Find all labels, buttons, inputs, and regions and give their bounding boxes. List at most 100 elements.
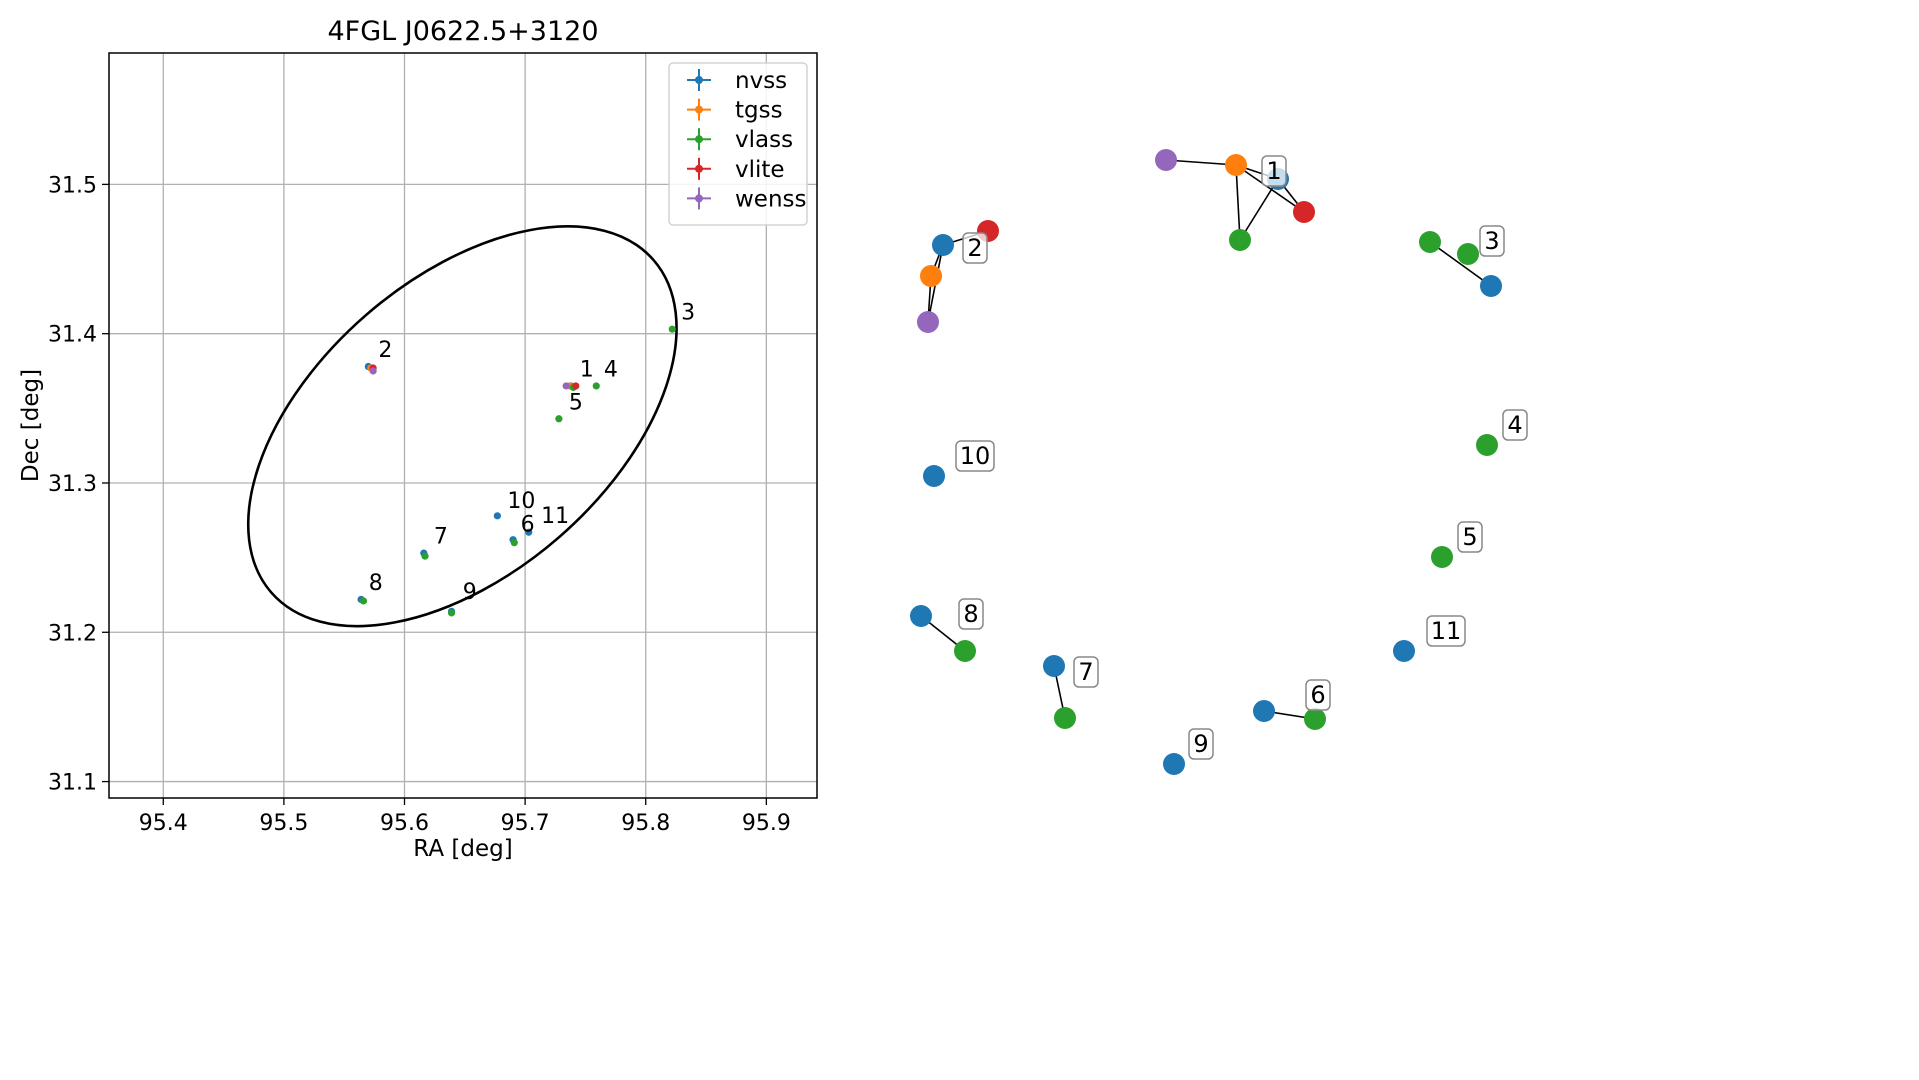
network-edge [1235, 164, 1241, 241]
network-edge [1165, 159, 1237, 166]
legend-marker-dot [695, 164, 703, 173]
vlass-node [1229, 229, 1251, 251]
network-label-text: 5 [1462, 523, 1477, 551]
source-label: 6 [521, 513, 535, 538]
y-tick-label: 31.3 [48, 472, 97, 497]
network-label-text: 9 [1193, 730, 1208, 758]
x-tick-label: 95.8 [621, 811, 670, 836]
network-label-text: 2 [967, 234, 982, 262]
tgss-node [920, 265, 942, 287]
network-label: 2 [962, 232, 988, 264]
network-label-text: 10 [960, 442, 991, 470]
x-tick-label: 95.5 [259, 811, 308, 836]
legend: nvss tgss vlass vlite wenss [668, 62, 808, 226]
network-label: 8 [958, 598, 984, 630]
nvss-node [1393, 640, 1415, 662]
legend-entry: vlite [687, 157, 785, 183]
y-tick-label: 31.5 [48, 173, 97, 198]
y-tick-label: 31.4 [48, 323, 97, 348]
network-label-box [1188, 728, 1214, 760]
source-label: 5 [569, 390, 583, 415]
legend-marker-dot [695, 76, 703, 84]
source-label: 8 [369, 571, 383, 596]
vlass-point [359, 597, 368, 605]
nvss-node [932, 234, 954, 256]
network-labels: 1 2 3 4 5 6 7 8 9 10 11 [955, 155, 1528, 760]
network-label-box [1457, 521, 1483, 553]
network-nodes [910, 149, 1502, 775]
vlass-point [592, 382, 600, 390]
network-label: 6 [1305, 679, 1331, 711]
vlite-point [572, 382, 580, 390]
vlass-point [447, 609, 456, 617]
wenss-point [369, 367, 377, 375]
source-label: 11 [541, 504, 569, 529]
legend-entry: vlass [687, 127, 793, 153]
network-label-text: 7 [1078, 658, 1093, 686]
source-label: 2 [378, 338, 392, 363]
network-label-text: 1 [1266, 157, 1281, 185]
legend-marker-dot [695, 135, 703, 144]
network-label-box [1502, 409, 1528, 441]
source-label: 3 [681, 301, 695, 326]
error-ellipse-layer [246, 225, 678, 628]
network-label: 7 [1073, 656, 1099, 688]
plot-frame [108, 52, 818, 799]
network-label-box [958, 598, 984, 630]
nvss-node [1163, 753, 1185, 775]
nvss-node [923, 465, 945, 487]
error-ellipse [246, 225, 678, 628]
vlite-node [1293, 201, 1315, 223]
network-label-box [962, 232, 988, 264]
network-graph: 1 2 3 4 5 6 7 8 9 10 11 [910, 149, 1528, 775]
vlass-point [555, 415, 563, 423]
legend-label: wenss [735, 186, 807, 212]
network-label: 10 [955, 440, 995, 472]
network-label: 1 [1261, 155, 1287, 187]
network-label-box [1261, 155, 1287, 187]
y-axis-ticks: 31.1 31.2 31.3 31.4 31.5 [48, 173, 109, 796]
network-label-box [1479, 225, 1505, 257]
source-label: 1 [580, 357, 594, 382]
network-edge [1239, 178, 1279, 241]
nvss-point [525, 528, 533, 536]
y-axis-title: Dec [deg] [18, 369, 44, 482]
network-label-box [1073, 656, 1099, 688]
legend-label: tgss [735, 98, 783, 124]
network-label-text: 6 [1310, 681, 1325, 709]
wenss-node [917, 311, 939, 333]
wenss-node [1155, 149, 1177, 171]
source-label: 9 [463, 580, 477, 605]
x-tick-label: 95.9 [742, 811, 791, 836]
legend-entry: tgss [687, 98, 783, 124]
wenss-point [562, 382, 570, 390]
vlass-node [1304, 708, 1326, 730]
tgss-node [1225, 154, 1247, 176]
network-label: 5 [1457, 521, 1483, 553]
legend-label: vlass [735, 127, 793, 153]
x-axis-title: RA [deg] [413, 836, 512, 862]
legend-label: vlite [735, 157, 785, 183]
nvss-node [1043, 655, 1065, 677]
source-label: 4 [604, 357, 618, 382]
legend-entry: wenss [687, 186, 807, 212]
x-tick-label: 95.6 [380, 811, 429, 836]
source-label: 7 [434, 525, 448, 550]
nvss-node [1480, 275, 1502, 297]
legend-label: nvss [735, 68, 787, 94]
legend-box [668, 62, 808, 226]
vlass-node [1419, 231, 1441, 253]
points-layer [357, 325, 676, 617]
vlass-node [1457, 243, 1479, 265]
vlass-point [510, 539, 518, 547]
nvss-node [910, 605, 932, 627]
network-label-box [1426, 615, 1466, 647]
nvss-node [1253, 700, 1275, 722]
network-edge [1235, 164, 1305, 213]
vlass-point [421, 552, 429, 560]
x-tick-label: 95.7 [501, 811, 550, 836]
nvss-point [493, 512, 501, 520]
vlass-node [1476, 434, 1498, 456]
